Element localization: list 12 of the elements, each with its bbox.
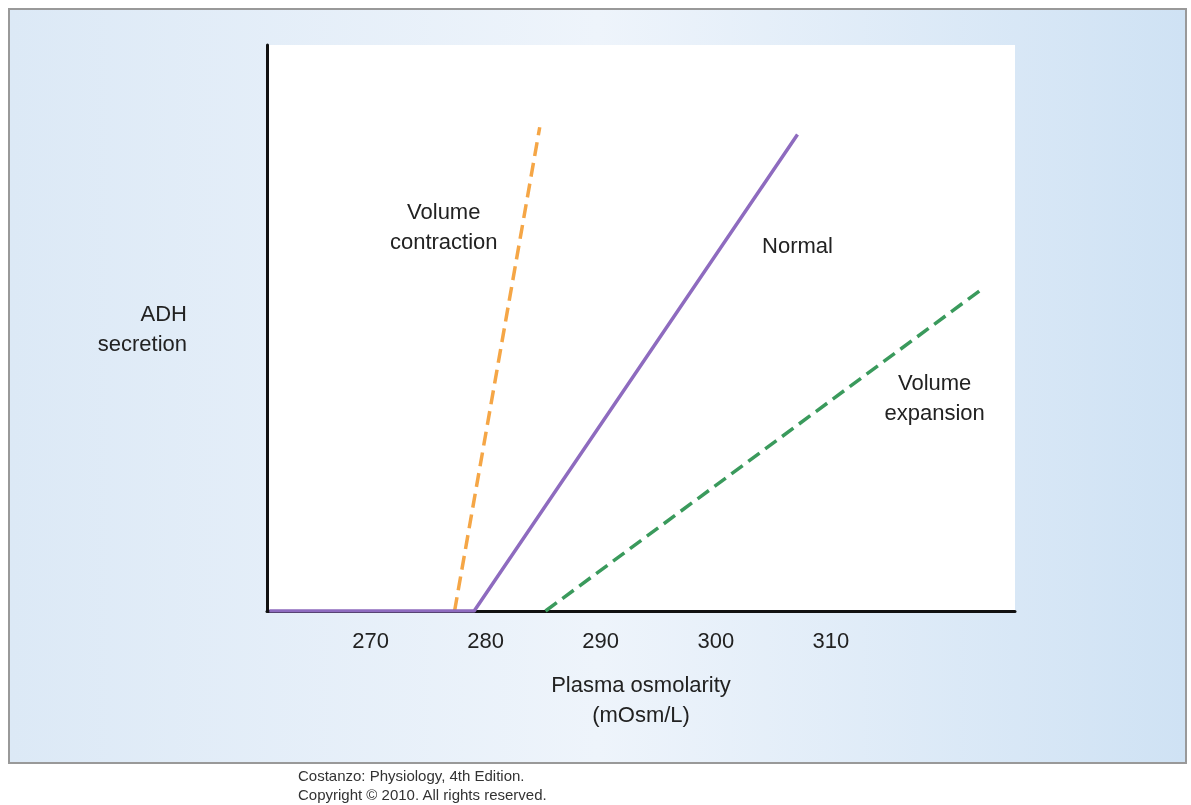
y-axis-title: ADH secretion bbox=[97, 300, 187, 356]
x-axis-title: Plasma osmolarity (mOsm/L) bbox=[551, 671, 731, 727]
x-tick-label: 280 bbox=[467, 627, 505, 653]
text: Copyright © 2010. All rights reserved. bbox=[298, 786, 547, 803]
x-tick-label: 270 bbox=[352, 627, 389, 653]
series-label: Volume contraction bbox=[389, 198, 498, 254]
x-tick-label: 310 bbox=[812, 627, 850, 653]
series-label: Volume expansion bbox=[884, 369, 985, 425]
text: Costanzo: Physiology, 4th Edition. bbox=[298, 767, 525, 784]
series-label: Normal bbox=[762, 233, 833, 258]
x-tick-label: 290 bbox=[582, 627, 620, 653]
x-tick-label: 300 bbox=[697, 627, 735, 653]
